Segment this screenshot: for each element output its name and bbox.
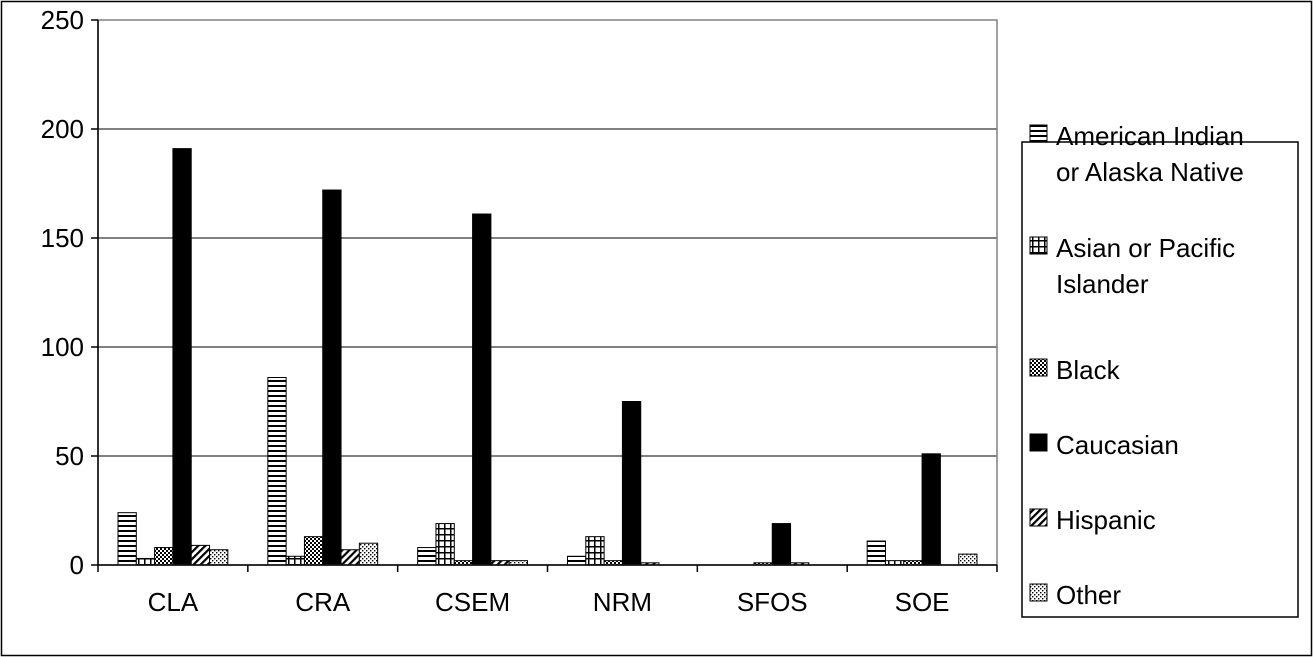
bar-cra-other xyxy=(358,542,379,566)
legend-label: or Alaska Native xyxy=(1056,157,1244,187)
legend-label: Islander xyxy=(1056,269,1149,299)
bar-cla-caucasian xyxy=(172,148,192,566)
x-tick-label: SOE xyxy=(895,587,950,617)
legend-label: Black xyxy=(1056,355,1121,385)
plot-area-border xyxy=(97,19,998,566)
bar-cra-black xyxy=(303,536,324,566)
legend-label: Hispanic xyxy=(1056,505,1156,535)
bars xyxy=(117,148,978,566)
y-tick-label: 250 xyxy=(41,5,84,35)
bar-soe-american-indian-or-alaska-native xyxy=(866,540,886,566)
bar-soe-caucasian xyxy=(921,453,941,566)
bar-sfos-caucasian xyxy=(771,523,792,566)
y-tick-label: 100 xyxy=(41,332,84,362)
bar-cla-black xyxy=(154,547,174,566)
legend-label: Asian or Pacific xyxy=(1056,233,1235,263)
y-tick-label: 150 xyxy=(41,223,84,253)
legend-box xyxy=(1021,141,1299,618)
bar-csem-asian-or-pacific-islander xyxy=(435,523,455,566)
y-tick-label: 200 xyxy=(41,114,84,144)
bar-csem-american-indian-or-alaska-native xyxy=(417,547,437,566)
y-tick-label: 0 xyxy=(70,550,84,580)
x-tick-label: CRA xyxy=(295,587,351,617)
bar-csem-caucasian xyxy=(472,213,492,566)
legend-swatch xyxy=(1029,124,1048,143)
bar-cra-american-indian-or-alaska-native xyxy=(267,377,287,566)
legend-label: Caucasian xyxy=(1056,430,1179,460)
bar-cla-american-indian-or-alaska-native xyxy=(117,512,137,566)
bar-cla-asian-or-pacific-islander xyxy=(135,557,156,566)
x-tick-label: CLA xyxy=(148,587,199,617)
legend: American Indian or Alaska Native Asian or … xyxy=(1021,121,1299,618)
y-tick-label: 50 xyxy=(55,441,84,471)
legend-label: Other xyxy=(1056,580,1121,610)
axes: 0 50 100 150 200 250 CLA CRA CSEM NRM SFOS SOE xyxy=(41,5,998,617)
bar-cra-asian-or-pacific-islander xyxy=(285,555,305,566)
legend-label: American Indian xyxy=(1056,121,1244,151)
legend-swatch xyxy=(1029,583,1048,602)
legend-swatch xyxy=(1029,236,1048,255)
bar-nrm-caucasian xyxy=(621,401,642,566)
bar-cra-caucasian xyxy=(322,189,342,566)
gridlines xyxy=(98,128,997,457)
x-tick-label: CSEM xyxy=(435,587,510,617)
legend-swatch xyxy=(1029,508,1048,527)
x-tick-label: SFOS xyxy=(737,587,808,617)
bar-cra-hispanic xyxy=(340,549,360,566)
bar-nrm-american-indian-or-alaska-native xyxy=(567,555,587,566)
legend-swatch xyxy=(1029,433,1048,452)
bar-cla-other xyxy=(209,549,229,566)
bar-soe-other xyxy=(958,553,978,566)
bar-cla-hispanic xyxy=(190,544,211,566)
x-tick-label: NRM xyxy=(593,587,652,617)
legend-swatch xyxy=(1029,358,1048,377)
bar-nrm-asian-or-pacific-islander xyxy=(585,536,605,566)
